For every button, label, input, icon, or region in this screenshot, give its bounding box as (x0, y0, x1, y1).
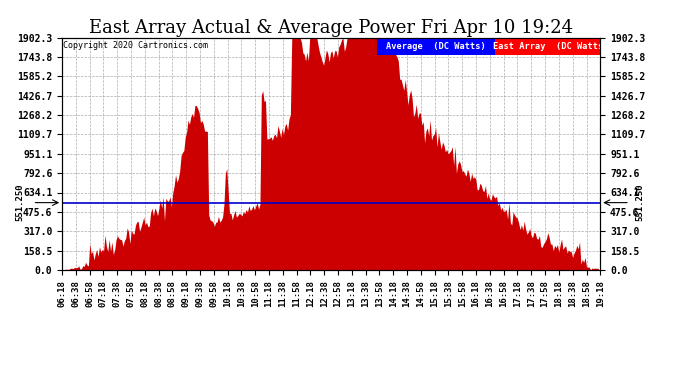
Text: Average  (DC Watts): Average (DC Watts) (386, 42, 486, 51)
FancyBboxPatch shape (495, 39, 606, 55)
Text: 551.250: 551.250 (635, 184, 644, 222)
Title: East Array Actual & Average Power Fri Apr 10 19:24: East Array Actual & Average Power Fri Ap… (89, 20, 573, 38)
Text: 551.250: 551.250 (15, 184, 24, 222)
Text: Copyright 2020 Cartronics.com: Copyright 2020 Cartronics.com (63, 41, 208, 50)
FancyBboxPatch shape (377, 39, 495, 55)
Text: East Array  (DC Watts): East Array (DC Watts) (493, 42, 609, 51)
